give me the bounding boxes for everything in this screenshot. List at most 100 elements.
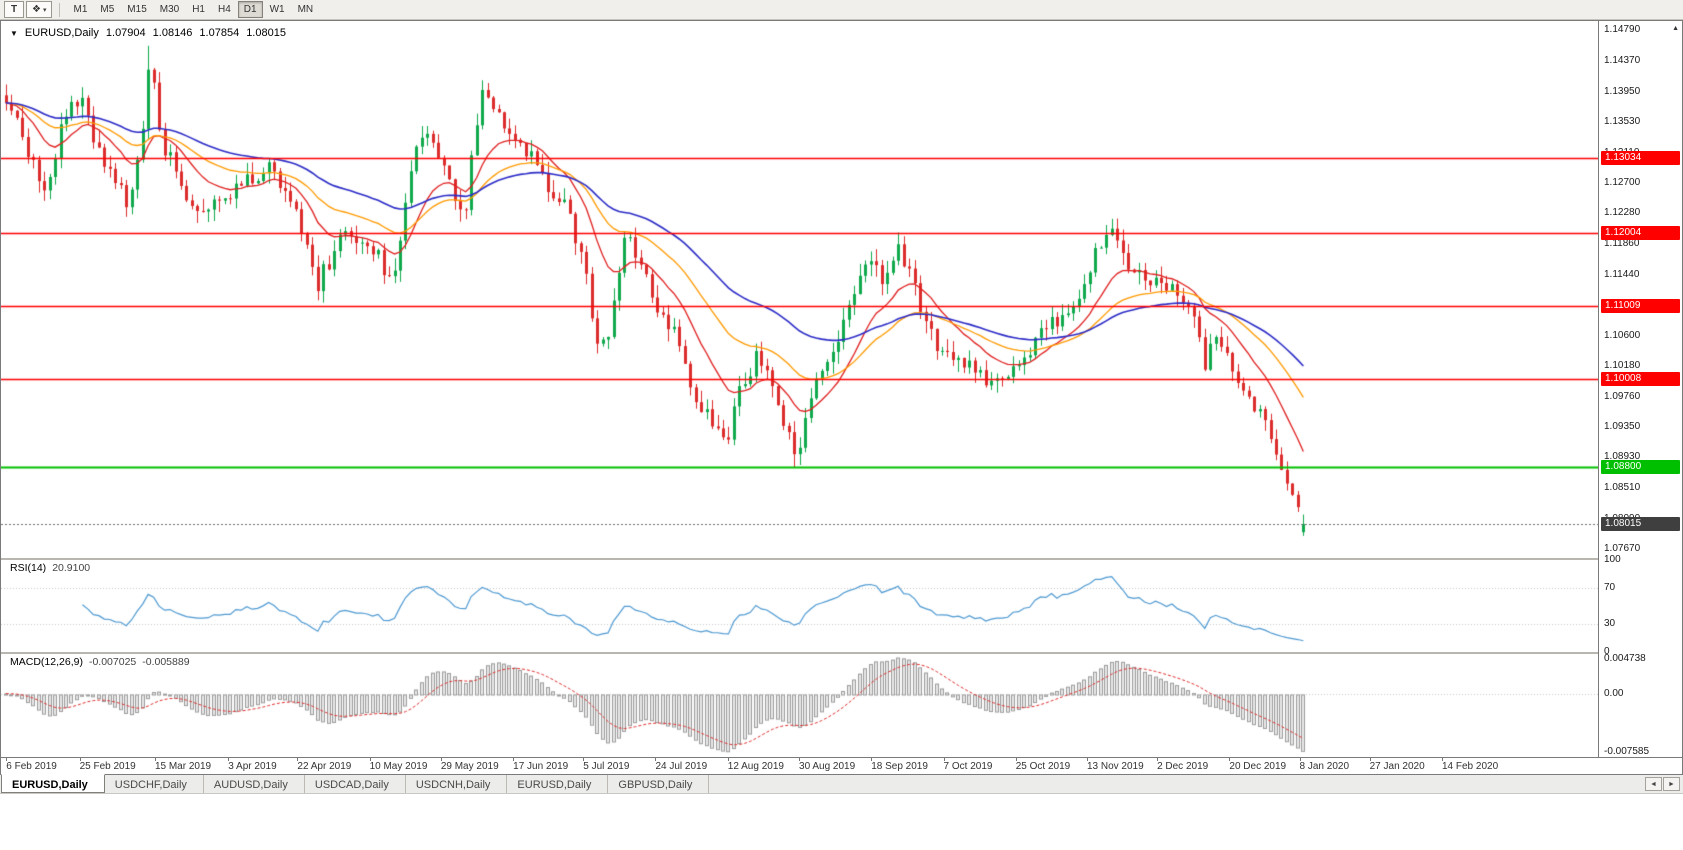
close-value: 1.08015 [246,27,286,39]
macd-pane-canvas[interactable] [1,654,1598,757]
rsi-scale-label: 100 [1604,554,1621,565]
timeframe-m30-button[interactable]: M30 [154,1,185,18]
date-tick [1086,758,1088,761]
low-value: 1.07854 [199,27,240,39]
price-chart-canvas[interactable] [1,21,1598,558]
date-tick [369,758,371,761]
macd-scale-label: 0.00 [1604,687,1624,699]
date-label: 8 Jan 2020 [1299,761,1350,772]
tab-scroll-controls: ◄ ► [1645,775,1683,793]
text-tool-icon: T [10,4,18,15]
date-label: 7 Oct 2019 [943,761,993,772]
price-tick-label: 1.14790 [1604,24,1641,36]
date-label: 25 Oct 2019 [1015,761,1071,772]
timeframe-mn-button[interactable]: MN [292,1,320,18]
rsi-scale-label: 70 [1604,581,1616,593]
chart-tab-usdchf[interactable]: USDCHF,Daily [105,775,204,793]
toolbar-separator [59,2,61,17]
chart-tab-audusd[interactable]: AUDUSD,Daily [204,775,305,793]
date-label: 15 Mar 2019 [154,761,212,772]
price-tick-label: 1.08930 [1604,451,1641,463]
date-label: 14 Feb 2020 [1441,761,1499,772]
pane-splitter-rsi[interactable] [1,558,1682,560]
date-label: 13 Nov 2019 [1086,761,1144,772]
timeframe-d1-button[interactable]: D1 [237,1,263,18]
chart-tab-eurusd-2[interactable]: EURUSD,Daily [507,775,609,793]
date-label: 24 Jul 2019 [655,761,708,772]
macd-name: MACD(12,26,9) [10,656,83,668]
rsi-scale-label: 0 [1604,646,1610,657]
date-tick [583,758,585,761]
price-tick-label: 1.09350 [1604,420,1641,432]
chart-tab-usdcad[interactable]: USDCAD,Daily [305,775,406,793]
rsi-name: RSI(14) [10,562,47,574]
date-tick [1369,758,1371,761]
macd-scale-label: -0.007585 [1604,746,1650,757]
macd-signal-value: -0.005889 [142,656,190,668]
open-value: 1.07904 [105,27,146,39]
date-tick [6,758,8,761]
price-tick-label: 1.12280 [1604,207,1641,219]
date-tick [228,758,230,761]
pane-splitter-macd[interactable] [1,652,1682,654]
date-tick [1015,758,1017,761]
top-toolbar: T ❖ ▾ M1 M5 M15 M30 H1 H4 D1 W1 MN [0,0,1683,20]
date-tick [655,758,657,761]
scroll-up-icon[interactable]: ▲ [1672,25,1679,32]
date-label: 25 Feb 2019 [79,761,136,772]
rsi-scale-label: 30 [1604,618,1616,630]
level-price-tag: 1.11009 [1601,298,1680,313]
date-label: 30 Aug 2019 [799,761,856,772]
chart-tab-gbpusd[interactable]: GBPUSD,Daily [608,775,710,793]
timeframe-h4-button[interactable]: H4 [212,1,237,18]
timeframe-m5-button[interactable]: M5 [94,1,120,18]
date-label: 18 Sep 2019 [871,761,928,772]
price-tick-label: 1.11440 [1604,268,1640,280]
timeframe-h1-button[interactable]: H1 [186,1,211,18]
price-tick-label: 1.10600 [1604,329,1641,341]
chart-tabs-group: EURUSD,Daily USDCHF,Daily AUDUSD,Daily USDC… [0,774,710,793]
timeframe-m1-button[interactable]: M1 [67,1,93,18]
chart-ohlc-header: ▼ EURUSD,Daily 1.07904 1.08146 1.07854 1… [8,27,288,39]
drawing-tools-button[interactable]: ❖ ▾ [26,1,53,18]
date-tick [297,758,299,761]
date-tick [440,758,442,761]
timeframe-w1-button[interactable]: W1 [264,1,291,18]
macd-scale-label: 0.004738 [1604,653,1646,664]
date-tick [1157,758,1159,761]
level-price-tag: 1.10008 [1601,371,1680,386]
date-tick [154,758,156,761]
date-tick [79,758,81,761]
date-tick [1299,758,1301,761]
rsi-pane-canvas[interactable] [1,560,1598,652]
macd-main-value: -0.007025 [88,656,137,668]
level-price-tag: 1.08800 [1601,459,1680,474]
price-tick-label: 1.10180 [1604,360,1641,372]
date-label: 12 Aug 2019 [727,761,784,772]
text-tool-button[interactable]: T [4,1,24,18]
price-tick-label: 1.07670 [1604,543,1641,555]
tab-scroll-right-button[interactable]: ► [1663,777,1680,791]
timeframe-m15-button[interactable]: M15 [121,1,152,18]
chart-tab-usdcnh[interactable]: USDCNH,Daily [406,775,508,793]
date-tick [799,758,801,761]
date-label: 6 Feb 2019 [6,761,57,772]
price-axis[interactable]: ▲ 1.147901.143701.139501.135301.131101.1… [1598,21,1682,757]
time-axis[interactable]: 6 Feb 2019 25 Feb 2019 15 Mar 2019 3 Apr 20… [1,757,1682,774]
price-tick-label: 1.11860 [1604,237,1640,249]
date-label: 2 Dec 2019 [1157,761,1209,772]
rsi-value: 20.9100 [52,562,91,574]
price-tick-label: 1.12700 [1604,176,1641,188]
date-tick [1229,758,1231,761]
collapse-arrow-icon[interactable]: ▼ [10,28,18,38]
tab-scroll-left-button[interactable]: ◄ [1645,777,1662,791]
price-tick-label: 1.13530 [1604,116,1641,128]
date-label: 5 Jul 2019 [583,761,630,772]
chart-tab-eurusd[interactable]: EURUSD,Daily [1,774,105,793]
date-label: 3 Apr 2019 [228,761,277,772]
high-value: 1.08146 [152,27,193,39]
date-label: 29 May 2019 [440,761,499,772]
macd-indicator-label: MACD(12,26,9) -0.007025 -0.005889 [8,656,192,668]
current-price-tag: 1.08015 [1601,517,1680,532]
